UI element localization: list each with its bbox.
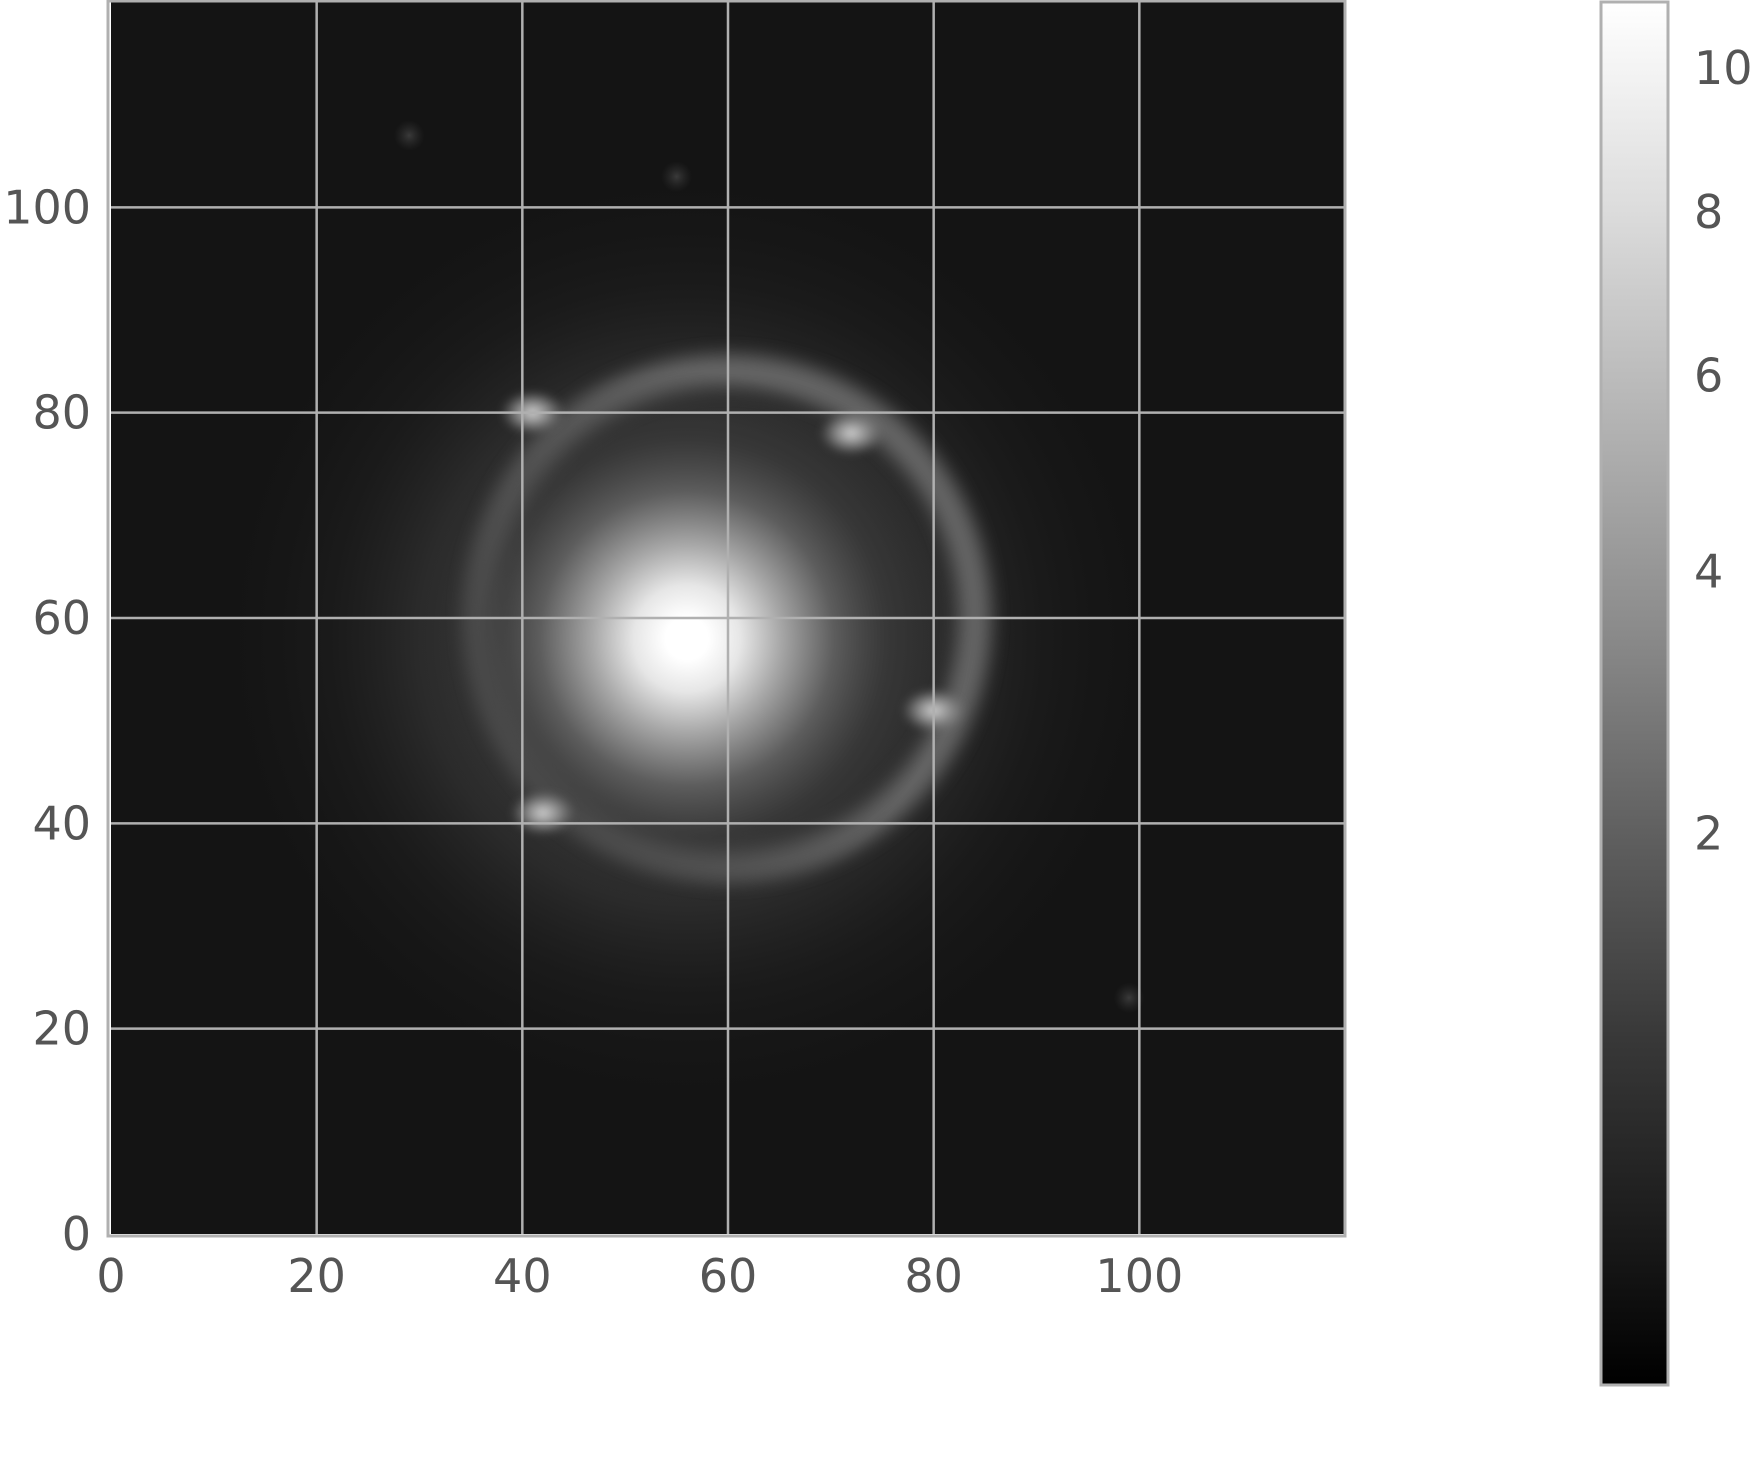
colorbar-tick-label: 4 (1694, 545, 1723, 599)
x-tick-label: 20 (287, 1249, 346, 1303)
colorbar-tick-label: 10 (1694, 41, 1753, 95)
y-tick-label: 40 (32, 796, 91, 850)
faint-source-2 (661, 161, 693, 192)
y-tick-label: 60 (32, 591, 91, 645)
y-axis-ticks: 0 20 40 60 80 100 (3, 180, 91, 1261)
x-axis-ticks: 0 20 40 60 80 100 (96, 1249, 1183, 1303)
colorbar-tick-label: 8 (1694, 185, 1723, 239)
y-tick-label: 80 (32, 386, 91, 440)
colorbar-gradient (1599, 0, 1670, 1387)
x-tick-label: 0 (96, 1249, 125, 1303)
faint-source-1 (393, 120, 425, 151)
y-tick-label: 0 (62, 1207, 91, 1261)
colorbar-tick-label: 2 (1694, 807, 1723, 861)
lens-galaxy (419, 371, 955, 906)
plot-grid (111, 2, 1345, 1234)
x-tick-label: 40 (493, 1249, 552, 1303)
colorbar-tick-label: 6 (1694, 349, 1723, 403)
x-tick-label: 80 (904, 1249, 963, 1303)
plot-frame (106, 0, 1347, 1238)
ring-knot-4 (509, 790, 576, 836)
colorbar-ticks: 2 4 6 8 10 (1694, 41, 1753, 861)
y-tick-label: 100 (3, 180, 91, 234)
x-tick-label: 60 (699, 1249, 758, 1303)
ring-knot-2 (818, 410, 885, 456)
colorbar: 2 4 6 8 10 (1599, 0, 1753, 1387)
y-tick-label: 20 (32, 1002, 91, 1056)
faint-source-3 (1113, 982, 1145, 1014)
x-tick-label: 100 (1095, 1249, 1183, 1303)
